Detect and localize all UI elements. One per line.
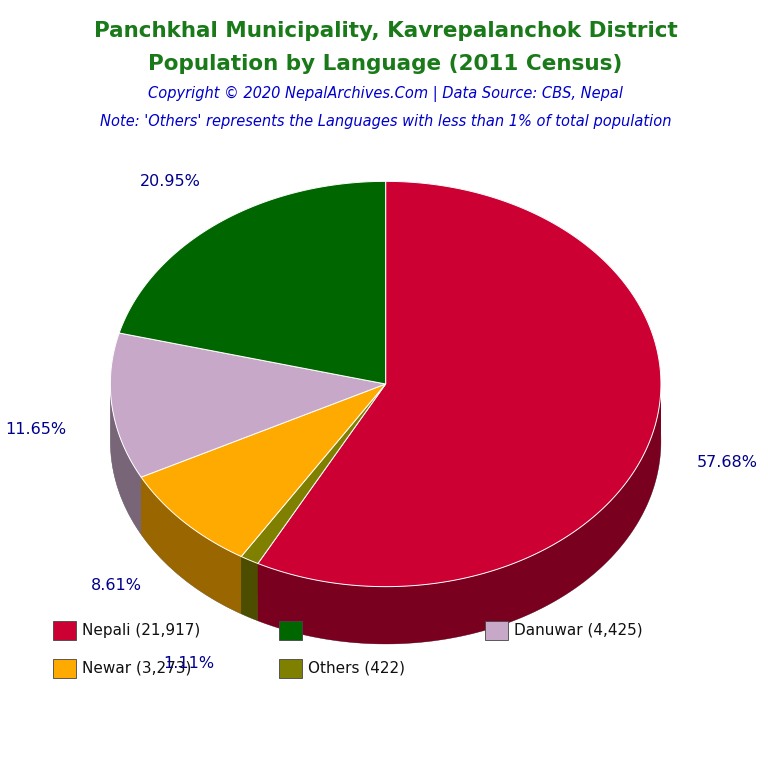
Polygon shape	[258, 384, 386, 621]
Polygon shape	[258, 181, 661, 587]
Polygon shape	[241, 384, 386, 614]
Polygon shape	[111, 333, 386, 477]
Polygon shape	[258, 181, 661, 587]
Text: 20.95%: 20.95%	[140, 174, 201, 189]
Text: 8.61%: 8.61%	[91, 578, 142, 594]
Polygon shape	[119, 181, 386, 390]
Text: Copyright © 2020 NepalArchives.Com | Data Source: CBS, Nepal: Copyright © 2020 NepalArchives.Com | Dat…	[148, 86, 623, 102]
Polygon shape	[141, 384, 386, 557]
Polygon shape	[141, 384, 386, 535]
Polygon shape	[119, 181, 386, 384]
Text: Nepali (21,917): Nepali (21,917)	[82, 623, 200, 637]
Text: Newar (3,273): Newar (3,273)	[82, 661, 191, 676]
Bar	[53, 659, 76, 678]
Polygon shape	[386, 181, 661, 442]
Polygon shape	[258, 384, 386, 621]
Polygon shape	[258, 385, 661, 644]
Polygon shape	[241, 384, 386, 564]
Text: 1.11%: 1.11%	[164, 656, 214, 671]
Text: Danuwar (4,425): Danuwar (4,425)	[514, 623, 643, 637]
Bar	[279, 621, 302, 640]
Polygon shape	[141, 384, 386, 535]
Polygon shape	[119, 181, 386, 384]
Bar	[485, 621, 508, 640]
Text: 57.68%: 57.68%	[697, 455, 758, 470]
Polygon shape	[111, 383, 141, 535]
Text: Note: 'Others' represents the Languages with less than 1% of total population: Note: 'Others' represents the Languages …	[100, 114, 671, 129]
Text: Population by Language (2011 Census): Population by Language (2011 Census)	[148, 54, 623, 74]
Text: Tamang (7,960): Tamang (7,960)	[308, 623, 428, 637]
Ellipse shape	[111, 239, 661, 644]
Polygon shape	[141, 477, 241, 614]
Text: Panchkhal Municipality, Kavrepalanchok District: Panchkhal Municipality, Kavrepalanchok D…	[94, 21, 677, 41]
Text: Others (422): Others (422)	[308, 661, 405, 676]
Polygon shape	[241, 557, 258, 621]
Text: 11.65%: 11.65%	[5, 422, 67, 437]
Polygon shape	[141, 384, 386, 557]
Bar	[53, 621, 76, 640]
Bar	[279, 659, 302, 678]
Polygon shape	[241, 384, 386, 564]
Polygon shape	[111, 333, 119, 442]
Polygon shape	[111, 333, 386, 477]
Polygon shape	[241, 384, 386, 614]
